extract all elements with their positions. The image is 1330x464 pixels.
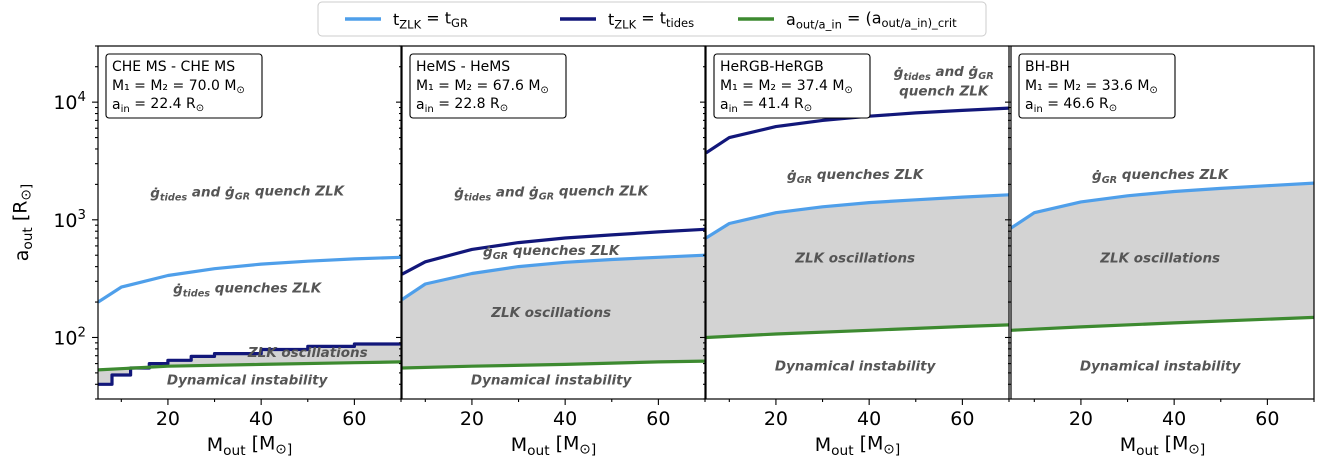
series-line-crit xyxy=(98,362,401,370)
legend: tZLK​ = tGR​tZLK​ = ttides​aout/a_in​ = … xyxy=(318,2,986,36)
panel-1: ġtides​ and ġGR​ quench ZLK ġtides​ quenc… xyxy=(9,46,401,459)
region-label: Dynamical instability xyxy=(1080,358,1242,374)
region-label: ġGR​ quenches ZLK xyxy=(787,167,925,186)
x-axis-label: Mout​ [M⊙]​ xyxy=(815,432,900,459)
region-label: ZLK oscillations xyxy=(247,345,368,361)
info-line-1: BH-BH xyxy=(1025,59,1070,75)
x-tick-label: 20 xyxy=(764,408,788,430)
x-tick-label: 60 xyxy=(342,408,366,430)
region-label: ġGR​ quenches ZLK xyxy=(1092,167,1230,186)
x-axis-label: Mout​ [M⊙]​ xyxy=(1120,432,1205,459)
panel-3: ġtides​ and ġGR​quench ZLK ġGR​ quenches … xyxy=(700,46,1009,459)
region-label: ġtides​ and ġGR​ xyxy=(894,64,994,83)
x-tick-label: 20 xyxy=(156,408,180,430)
panel-4: ġGR​ quenches ZLK ZLK oscillations Dynamic… xyxy=(1005,46,1314,459)
x-axis-label: Mout​ [M⊙]​ xyxy=(207,432,292,459)
region-label: ġtides​ and ġGR​ quench ZLK xyxy=(150,183,345,203)
region-label: ġtides​ and ġGR​ quench ZLK xyxy=(454,183,649,203)
region-label: Dynamical instability xyxy=(775,358,937,374)
y-tick-label: 104 xyxy=(53,90,86,114)
plot-area xyxy=(98,257,401,384)
x-tick-label: 60 xyxy=(950,408,974,430)
region-label: Dynamical instability xyxy=(471,372,633,388)
region-label: ZLK oscillations xyxy=(490,305,611,321)
info-line-2: M₁ = M₂ = 37.4 M⊙​ xyxy=(720,78,853,96)
info-line-1: HeMS - HeMS xyxy=(416,59,510,75)
y-axis-label-group: aout​ [R⊙]​ xyxy=(9,184,36,262)
x-tick-label: 40 xyxy=(857,408,881,430)
region-label: ZLK oscillations xyxy=(1099,250,1220,266)
info-line-2: M₁ = M₂ = 70.0 M⊙​ xyxy=(112,78,245,96)
x-tick-label: 20 xyxy=(1069,408,1093,430)
info-line-2: M₁ = M₂ = 67.6 M⊙​ xyxy=(416,78,549,96)
y-tick-label: 103 xyxy=(53,208,86,232)
y-tick-label: 102 xyxy=(53,325,86,349)
region-label: quench ZLK xyxy=(899,84,990,100)
region-label: ġtides​ quenches ZLK xyxy=(173,281,323,300)
x-tick-label: 40 xyxy=(1162,408,1186,430)
region-label: ZLK oscillations xyxy=(794,250,915,266)
region-label: Dynamical instability xyxy=(167,372,329,388)
y-axis-label: aout​ [R⊙]​ xyxy=(9,184,36,262)
info-line-2: M₁ = M₂ = 33.6 M⊙​ xyxy=(1025,78,1158,96)
x-tick-label: 60 xyxy=(646,408,670,430)
x-tick-label: 40 xyxy=(553,408,577,430)
info-line-1: HeRGB-HeRGB xyxy=(720,59,824,75)
x-axis-label: Mout​ [M⊙]​ xyxy=(511,432,596,459)
plot-area xyxy=(706,108,1009,337)
info-line-1: CHE MS - CHE MS xyxy=(112,59,235,75)
x-tick-label: 60 xyxy=(1255,408,1279,430)
panels: ġtides​ and ġGR​ quench ZLK ġtides​ quenc… xyxy=(9,46,1314,459)
x-tick-label: 20 xyxy=(460,408,484,430)
x-tick-label: 40 xyxy=(249,408,273,430)
